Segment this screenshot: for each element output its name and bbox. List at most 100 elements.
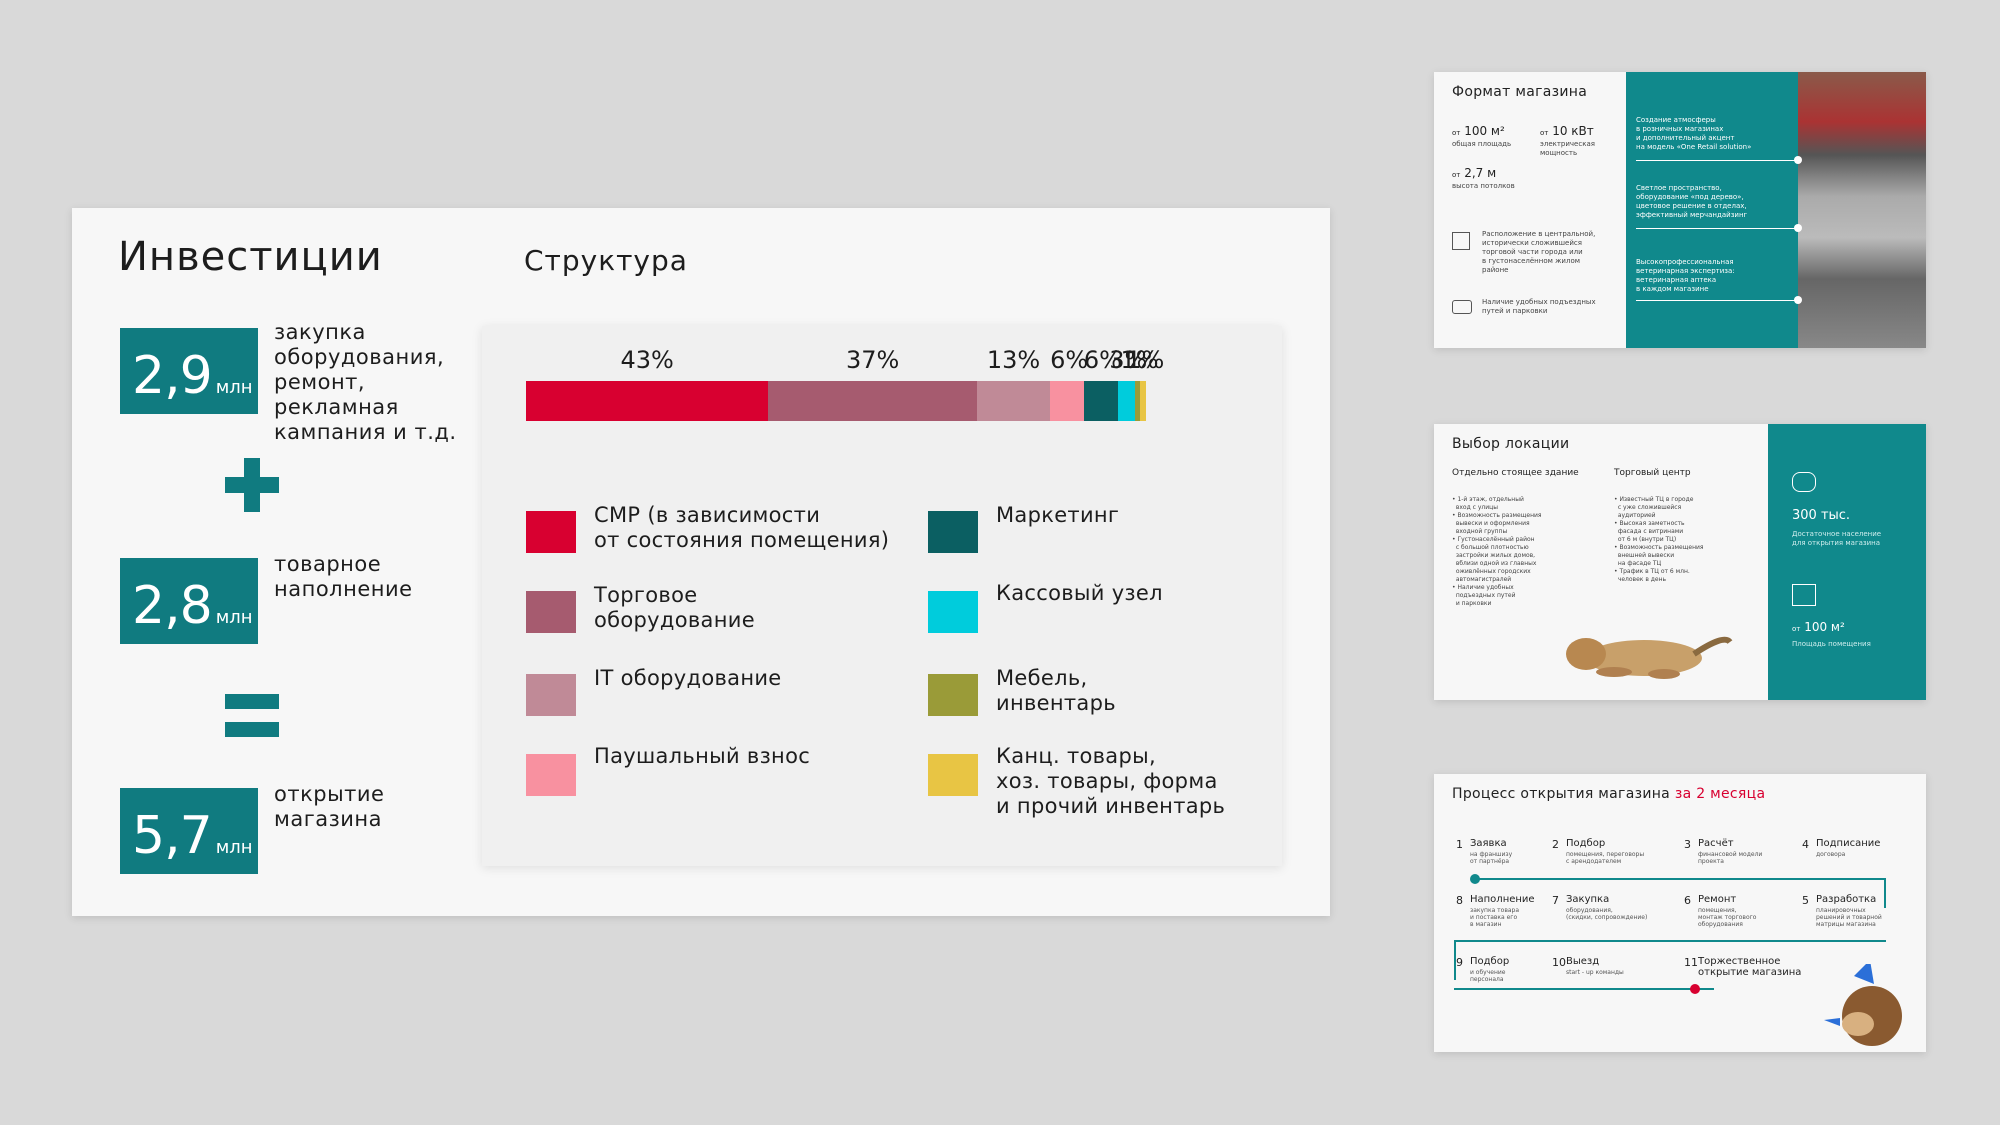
col2-items: • Известный ТЦ в городе с уже сложившейс… <box>1614 496 1704 583</box>
legend-label-1: СМР (в зависимости от состояния помещени… <box>594 503 890 552</box>
legend-swatch-6 <box>928 591 978 633</box>
step-number-6: 6 <box>1684 894 1691 907</box>
step-label-4: Подписание <box>1816 838 1881 849</box>
percent-label-6: 3% <box>1109 346 1148 374</box>
start-dot <box>1470 874 1480 884</box>
step-sub-5: планировочных решений и товарной матрицы… <box>1816 907 1882 928</box>
building-icon <box>1452 232 1470 250</box>
bar-segment-2 <box>768 381 977 421</box>
step-sub-1: на франшизу от партнёра <box>1470 851 1513 865</box>
legend-swatch-5 <box>928 511 978 553</box>
value: 100 м² <box>1464 124 1505 138</box>
divider <box>1636 300 1798 301</box>
divider <box>1636 228 1798 229</box>
format-height-label: высота потолков <box>1452 182 1515 190</box>
col2-title: Торговый центр <box>1614 468 1691 478</box>
store-photo <box>1798 72 1926 348</box>
format-power-label: электрическая мощность <box>1540 140 1595 157</box>
step-number-10: 10 <box>1552 956 1566 969</box>
format-area: от 100 м² <box>1452 124 1505 138</box>
equals-icon <box>225 694 279 709</box>
cat-image <box>1566 636 1733 679</box>
step-sub-9: и обучение персонала <box>1470 969 1506 983</box>
equals-icon-bar <box>225 722 279 737</box>
legend-swatch-8 <box>928 754 978 796</box>
format-title: Формат магазина <box>1452 84 1588 100</box>
step-label-11: Торжественное открытие магазина <box>1698 956 1802 978</box>
legend-label-6: Кассовый узел <box>996 581 1163 605</box>
legend-label-8: Канц. товары, хоз. товары, форма и прочи… <box>996 744 1226 818</box>
area-value: от 100 м² <box>1792 620 1845 634</box>
area-label: Площадь помещения <box>1792 640 1871 648</box>
step-label-1: Заявка <box>1470 838 1507 849</box>
legend-swatch-4 <box>526 754 576 796</box>
building-icon <box>1792 584 1816 606</box>
format-parking-note: Наличие удобных подъездных путей и парко… <box>1482 298 1596 315</box>
teal-note-2: Светлое пространство, оборудование «под … <box>1636 184 1748 219</box>
legend-label-5: Маркетинг <box>996 503 1120 527</box>
location-slide: Выбор локации Отдельно стоящее здание • … <box>1434 424 1926 700</box>
step-number-9: 9 <box>1456 956 1463 969</box>
bar-segment-5 <box>1084 381 1118 421</box>
prefix: от <box>1452 129 1461 137</box>
dot <box>1794 296 1802 304</box>
bar-segment-6 <box>1117 381 1135 421</box>
store-format-slide: Формат магазина от 100 м² общая площадь … <box>1434 72 1926 348</box>
step-number-11: 11 <box>1684 956 1698 969</box>
teal-note-1: Создание атмосферы в розничных магазинах… <box>1636 116 1752 151</box>
slide-title: Инвестиции <box>118 234 383 280</box>
percent-label-8: 1% <box>1126 346 1165 374</box>
dot <box>1794 224 1802 232</box>
divider <box>1636 160 1798 161</box>
timeline-line-1 <box>1474 878 1884 880</box>
step-sub-3: финансовой модели проекта <box>1698 851 1763 865</box>
legend-label-2: Торговое оборудование <box>594 583 755 632</box>
structure-title: Структура <box>524 244 688 277</box>
percent-label-7: 1% <box>1120 346 1159 374</box>
legend-swatch-3 <box>526 674 576 716</box>
investment-unit: млн <box>215 837 253 858</box>
investment-number: 2,9 <box>132 346 213 406</box>
prefix: от <box>1540 129 1549 137</box>
bar-segment-7 <box>1134 381 1141 421</box>
dot <box>1794 156 1802 164</box>
step-sub-6: помещения, монтаж торгового оборудования <box>1698 907 1757 928</box>
step-label-9: Подбор <box>1470 956 1510 967</box>
value: 100 м² <box>1804 620 1845 634</box>
step-number-2: 2 <box>1552 838 1559 851</box>
prefix: от <box>1792 625 1801 633</box>
timeline-line-2 <box>1454 940 1886 942</box>
percent-label-2: 37% <box>845 346 900 374</box>
investment-value-1: 2,9 млн <box>120 328 258 414</box>
investment-value-2: 2,8 млн <box>120 558 258 644</box>
step-label-5: Разработка <box>1816 894 1877 905</box>
step-label-10: Выезд <box>1566 956 1600 967</box>
end-dot <box>1690 984 1700 994</box>
format-area-label: общая площадь <box>1452 140 1512 148</box>
investment-desc-1: закупка оборудования, ремонт, рекламная … <box>274 320 457 444</box>
percent-label-4: 6% <box>1050 346 1089 374</box>
percent-label-3: 13% <box>986 346 1041 374</box>
step-sub-10: start - up команды <box>1566 969 1624 976</box>
step-number-7: 7 <box>1552 894 1559 907</box>
col1-items: • 1-й этаж, отдельный вход с улицы • Воз… <box>1452 496 1542 607</box>
step-sub-2: помещения, переговоры с арендодателем <box>1566 851 1645 865</box>
step-sub-7: оборудования, (скидки, сопровождение) <box>1566 907 1648 921</box>
step-label-8: Наполнение <box>1470 894 1535 905</box>
location-title: Выбор локации <box>1452 436 1570 452</box>
population-label: Достаточное население для открытия магаз… <box>1792 530 1882 547</box>
investment-desc-3: открытие магазина <box>274 782 385 831</box>
step-sub-8: закупка товара и поставка его в магазин <box>1470 907 1520 928</box>
step-number-5: 5 <box>1802 894 1809 907</box>
title-accent: за 2 месяца <box>1674 786 1766 802</box>
step-number-1: 1 <box>1456 838 1463 851</box>
format-location-note: Расположение в центральной, исторически … <box>1482 230 1596 274</box>
legend-swatch-1 <box>526 511 576 553</box>
investment-value-3: 5,7 млн <box>120 788 258 874</box>
prefix: от <box>1452 171 1461 179</box>
timeline-connector <box>1454 940 1456 980</box>
timeline-connector <box>1884 878 1886 908</box>
legend-label-4: Паушальный взнос <box>594 744 811 768</box>
investment-desc-2: товарное наполнение <box>274 552 413 601</box>
